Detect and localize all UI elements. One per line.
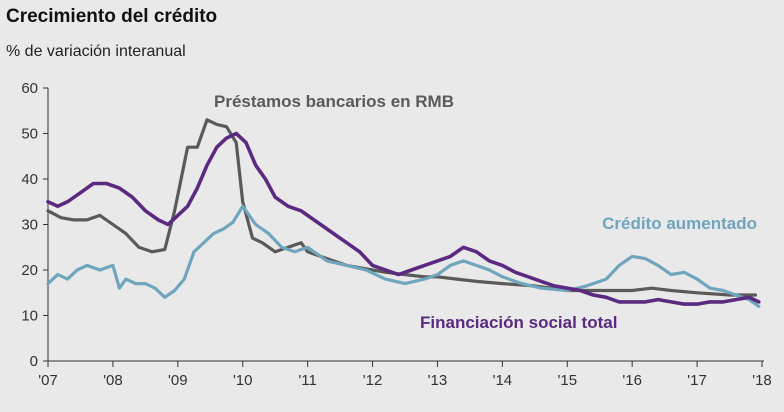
x-tick-label: '16 [622,372,642,389]
series-lines [46,118,761,308]
label-prestamos: Préstamos bancarios en RMB [214,92,454,111]
y-tick-label: 50 [21,126,38,143]
x-tick-label: '10 [233,372,253,389]
x-tick-label: '08 [103,372,123,389]
x-tick-label: '13 [428,372,448,389]
label-credito-aumentado: Crédito aumentado [602,214,757,233]
x-tick-label: '15 [557,372,577,389]
axes: 0 10 20 30 40 50 60 '07 '08 '09 '10 '11 '12 '13 '14 '15… [21,80,771,389]
chart-subtitle: % de variación interanual [6,43,186,60]
x-tick-label: '12 [363,372,383,389]
series-labels: Préstamos bancarios en RMB Crédito aument… [214,92,757,332]
x-tick-label: '14 [493,372,513,389]
x-tick-label: '07 [38,372,58,389]
series-line-credito-aumentado [46,204,761,308]
x-tick-label: '09 [168,372,188,389]
x-tick-label: '18 [752,372,772,389]
label-financiacion: Financiación social total [420,313,617,332]
y-tick-label: 0 [30,353,38,370]
y-tick-label: 10 [21,308,38,325]
x-tick-label: '17 [687,372,707,389]
y-tick-label: 30 [21,217,38,234]
series-line-prestamos [46,118,758,297]
chart-title: Crecimiento del crédito [6,6,218,27]
y-tick-label: 60 [21,80,38,97]
x-tick-label: '11 [298,372,316,389]
series-line-financiacion [46,131,761,306]
y-tick-label: 20 [21,262,38,279]
y-tick-label: 40 [21,171,38,188]
